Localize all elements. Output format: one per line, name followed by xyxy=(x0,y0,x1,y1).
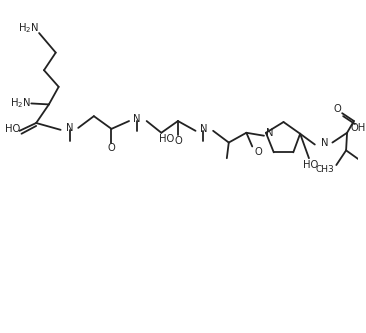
Text: O: O xyxy=(333,104,341,114)
Text: HO: HO xyxy=(5,124,20,134)
Text: N: N xyxy=(201,124,208,134)
Text: O: O xyxy=(254,147,262,157)
Text: $\rm H_2N$: $\rm H_2N$ xyxy=(10,97,31,110)
Text: O: O xyxy=(174,136,182,146)
Text: OH: OH xyxy=(350,123,365,133)
Text: N: N xyxy=(66,123,73,133)
Text: HO: HO xyxy=(303,160,318,170)
Text: HO: HO xyxy=(158,134,174,144)
Text: O: O xyxy=(108,144,115,154)
Text: CH3: CH3 xyxy=(315,166,335,174)
Text: $\rm H_2N$: $\rm H_2N$ xyxy=(18,21,38,35)
Text: N: N xyxy=(321,138,328,148)
Text: N: N xyxy=(133,114,141,124)
Text: N: N xyxy=(266,128,273,138)
